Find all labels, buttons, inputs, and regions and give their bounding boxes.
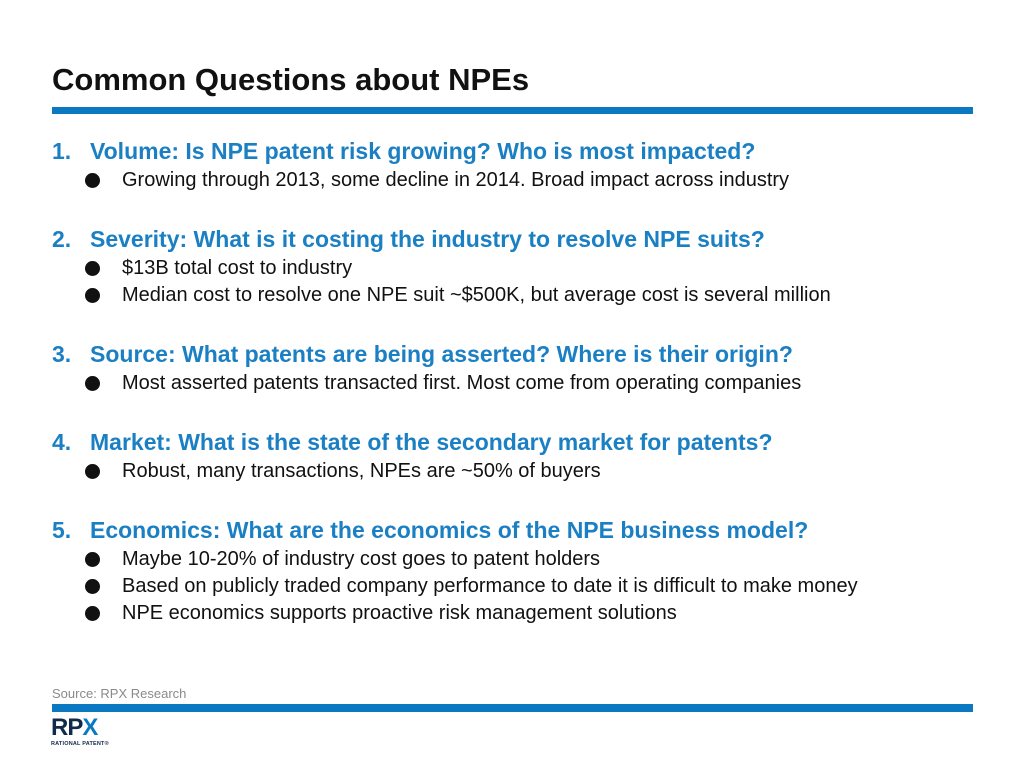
question-item: 3. Source: What patents are being assert… — [52, 339, 982, 397]
question-heading: 5. Economics: What are the economics of … — [52, 515, 982, 546]
bullet-icon — [85, 173, 100, 188]
question-text: Severity: What is it costing the industr… — [90, 226, 765, 252]
answer-text: $13B total cost to industry — [122, 257, 353, 279]
question-number: 5. — [52, 517, 72, 543]
answer-list: Most asserted patents transacted first. … — [52, 370, 982, 397]
question-number: 2. — [52, 226, 72, 252]
question-text: Volume: Is NPE patent risk growing? Who … — [90, 138, 756, 164]
question-number: 1. — [52, 138, 72, 164]
answer-text: Maybe 10-20% of industry cost goes to pa… — [122, 548, 601, 570]
answer-list: $13B total cost to industry Median cost … — [52, 255, 982, 309]
bullet-icon — [85, 288, 100, 303]
answer-item: Most asserted patents transacted first. … — [52, 370, 982, 397]
bullet-icon — [85, 376, 100, 391]
bullet-icon — [85, 552, 100, 567]
answer-item: Based on publicly traded company perform… — [52, 573, 982, 600]
bullet-icon — [85, 261, 100, 276]
slide-title: Common Questions about NPEs — [52, 62, 530, 97]
question-text: Market: What is the state of the seconda… — [90, 429, 773, 455]
logo-letter-p: P — [67, 714, 83, 741]
answer-text: Robust, many transactions, NPEs are ~50%… — [122, 460, 601, 482]
question-text: Economics: What are the economics of the… — [90, 517, 809, 543]
answer-text: Median cost to resolve one NPE suit ~$50… — [122, 284, 831, 306]
question-item: 2. Severity: What is it costing the indu… — [52, 224, 982, 309]
answer-text: NPE economics supports proactive risk ma… — [122, 602, 677, 624]
question-item: 5. Economics: What are the economics of … — [52, 515, 982, 627]
answer-item: Median cost to resolve one NPE suit ~$50… — [52, 282, 982, 309]
footer-divider — [52, 704, 973, 712]
answer-item: Growing through 2013, some decline in 20… — [52, 167, 982, 194]
title-divider — [52, 107, 973, 114]
logo-wordmark: R P X — [51, 716, 109, 740]
answer-item: Maybe 10-20% of industry cost goes to pa… — [52, 546, 982, 573]
question-heading: 4. Market: What is the state of the seco… — [52, 427, 982, 458]
logo-tagline: RATIONAL PATENT® — [51, 741, 109, 747]
question-heading: 2. Severity: What is it costing the indu… — [52, 224, 982, 255]
answer-item: Robust, many transactions, NPEs are ~50%… — [52, 458, 982, 485]
bullet-icon — [85, 464, 100, 479]
answer-item: NPE economics supports proactive risk ma… — [52, 600, 982, 627]
question-item: 4. Market: What is the state of the seco… — [52, 427, 982, 485]
question-number: 3. — [52, 341, 72, 367]
question-list: 1. Volume: Is NPE patent risk growing? W… — [52, 136, 982, 627]
logo-letter-x: X — [82, 714, 98, 741]
bullet-icon — [85, 579, 100, 594]
question-heading: 1. Volume: Is NPE patent risk growing? W… — [52, 136, 982, 167]
question-text: Source: What patents are being asserted?… — [90, 341, 793, 367]
answer-text: Based on publicly traded company perform… — [122, 575, 858, 597]
bullet-icon — [85, 606, 100, 621]
question-number: 4. — [52, 429, 72, 455]
logo-letter-r: R — [51, 714, 68, 741]
answer-list: Growing through 2013, some decline in 20… — [52, 167, 982, 194]
answer-list: Maybe 10-20% of industry cost goes to pa… — [52, 546, 982, 627]
answer-text: Most asserted patents transacted first. … — [122, 372, 802, 394]
source-note: Source: RPX Research — [52, 686, 187, 701]
answer-list: Robust, many transactions, NPEs are ~50%… — [52, 458, 982, 485]
answer-item: $13B total cost to industry — [52, 255, 982, 282]
answer-text: Growing through 2013, some decline in 20… — [122, 169, 790, 191]
question-heading: 3. Source: What patents are being assert… — [52, 339, 982, 370]
rpx-logo: R P X RATIONAL PATENT® — [51, 716, 109, 748]
question-item: 1. Volume: Is NPE patent risk growing? W… — [52, 136, 982, 194]
